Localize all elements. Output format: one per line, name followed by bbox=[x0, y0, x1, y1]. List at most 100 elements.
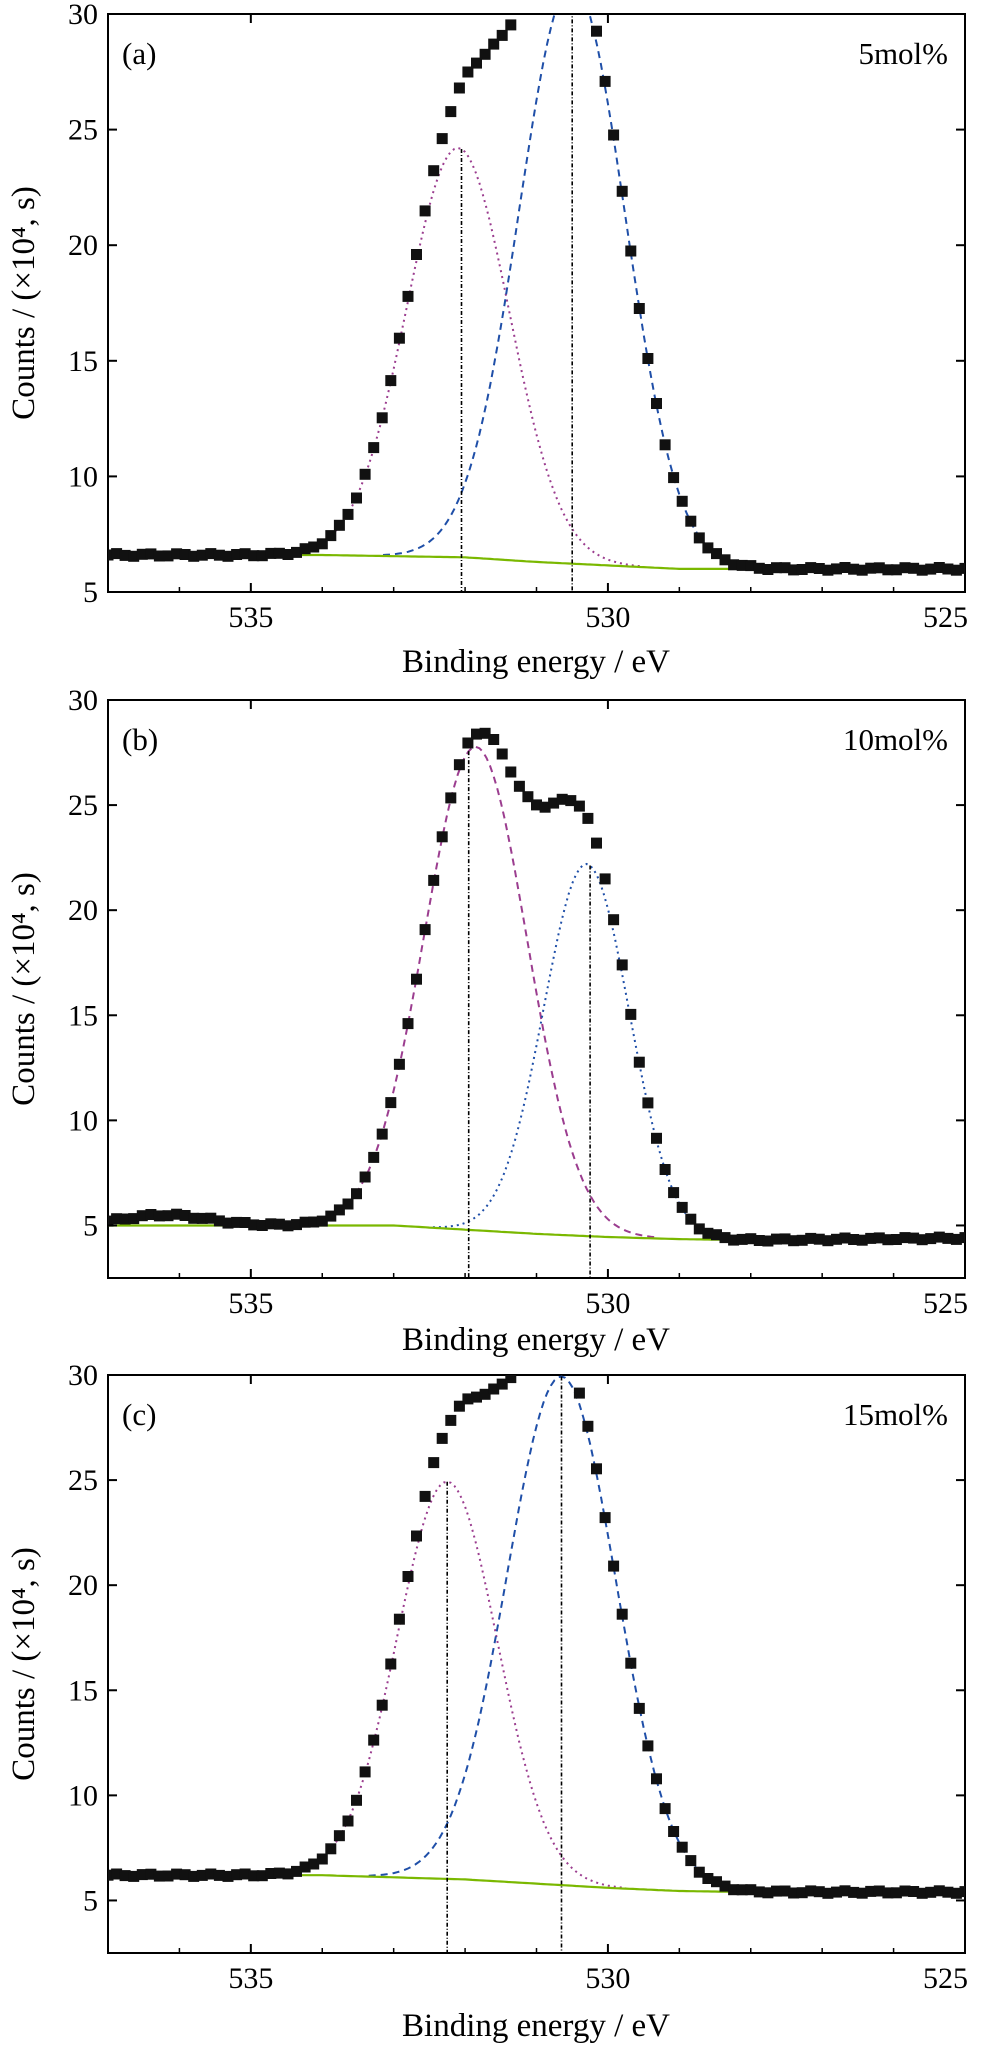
data-point bbox=[514, 1361, 525, 1372]
data-point bbox=[308, 541, 320, 553]
data-point bbox=[711, 1876, 722, 1888]
data-point bbox=[205, 1212, 217, 1224]
data-point bbox=[950, 1887, 962, 1899]
y-axis-title: Counts / (×10⁴, s) bbox=[6, 1547, 42, 1781]
data-point bbox=[831, 563, 842, 575]
data-point bbox=[556, 793, 568, 805]
x-tick-label: 530 bbox=[585, 601, 630, 634]
y-tick-label: 5 bbox=[83, 1884, 98, 1917]
data-point bbox=[453, 82, 465, 94]
data-point bbox=[788, 1235, 800, 1247]
data-point bbox=[685, 1213, 697, 1225]
data-point bbox=[702, 542, 714, 554]
data-point bbox=[779, 562, 791, 574]
data-point bbox=[633, 1056, 645, 1068]
data-point bbox=[599, 75, 611, 87]
data-point bbox=[839, 562, 851, 573]
x-axis-title: Binding energy / eV bbox=[402, 2008, 670, 2044]
data-point bbox=[736, 1884, 748, 1896]
data-point bbox=[402, 1571, 414, 1582]
data-point bbox=[950, 1233, 962, 1245]
y-tick-label: 5 bbox=[83, 1209, 98, 1242]
data-point bbox=[668, 1187, 680, 1199]
data-point bbox=[676, 495, 688, 507]
y-axis-title: Counts / (×10⁴, s) bbox=[6, 872, 42, 1106]
data-point bbox=[642, 1740, 654, 1752]
axes: 535 530 525 5 10 15 20 25 30 bbox=[68, 0, 968, 634]
data-point bbox=[796, 1234, 808, 1246]
data-point bbox=[496, 748, 508, 760]
data-point bbox=[436, 133, 448, 145]
data-point bbox=[248, 1870, 260, 1882]
data-point bbox=[308, 1858, 320, 1870]
data-point bbox=[908, 562, 920, 574]
data-point bbox=[479, 1388, 491, 1400]
data-point bbox=[128, 1213, 140, 1225]
data-point bbox=[771, 1233, 782, 1245]
data-point bbox=[925, 563, 937, 575]
data-point bbox=[651, 1773, 662, 1785]
data-point bbox=[453, 1400, 465, 1412]
data-point bbox=[428, 874, 440, 886]
data-point bbox=[222, 1870, 234, 1882]
data-point bbox=[419, 924, 431, 936]
data-point bbox=[488, 38, 500, 50]
data-point bbox=[942, 563, 954, 575]
data-point bbox=[291, 546, 302, 558]
data-point bbox=[273, 1218, 285, 1230]
plot-area bbox=[108, 1361, 965, 1953]
y-tick-label: 25 bbox=[68, 114, 98, 147]
component-peak-2 bbox=[432, 862, 741, 1241]
data-point bbox=[308, 1216, 320, 1228]
data-point bbox=[659, 439, 671, 451]
data-point bbox=[402, 1018, 414, 1030]
data-point bbox=[608, 1560, 620, 1572]
data-point bbox=[213, 1215, 225, 1227]
data-point bbox=[728, 559, 740, 571]
data-point bbox=[890, 1234, 902, 1245]
data-point bbox=[616, 1608, 628, 1620]
data-point bbox=[565, 1361, 576, 1372]
data-point bbox=[531, 799, 542, 811]
data-point bbox=[899, 1885, 911, 1897]
data-point bbox=[368, 1151, 380, 1163]
panel-a: 535 530 525 5 10 15 20 25 30 (a) 5mol% Binding e… bbox=[6, 0, 968, 680]
data-point bbox=[171, 1868, 183, 1880]
panel-label: (a) bbox=[122, 36, 156, 71]
y-tick-label: 15 bbox=[68, 345, 98, 378]
data-point bbox=[625, 1008, 637, 1020]
data-point bbox=[205, 1868, 217, 1880]
data-point bbox=[839, 1885, 851, 1897]
y-tick-label: 30 bbox=[68, 1359, 98, 1392]
x-axis-title: Binding energy / eV bbox=[402, 1322, 670, 1358]
data-point bbox=[856, 1887, 868, 1899]
data-point bbox=[514, 3, 525, 14]
data-point bbox=[196, 1869, 208, 1881]
data-point bbox=[959, 1886, 965, 1898]
data-point bbox=[462, 66, 474, 78]
data-point bbox=[291, 1865, 302, 1877]
x-tick-label: 535 bbox=[228, 1962, 273, 1995]
data-point bbox=[393, 1058, 405, 1070]
data-point bbox=[916, 1234, 928, 1246]
data-point bbox=[411, 249, 422, 260]
data-point bbox=[153, 1210, 165, 1222]
data-point bbox=[265, 1218, 277, 1230]
y-tick-label: 20 bbox=[68, 894, 98, 927]
data-point bbox=[145, 548, 157, 560]
data-point bbox=[462, 1393, 474, 1405]
data-point bbox=[805, 562, 817, 574]
data-point bbox=[402, 290, 414, 302]
data-point bbox=[213, 549, 225, 561]
data-point bbox=[608, 129, 620, 141]
data-point bbox=[128, 1870, 140, 1882]
data-point bbox=[856, 1234, 868, 1246]
data-point bbox=[393, 1613, 405, 1625]
data-point bbox=[351, 1188, 362, 1200]
data-point bbox=[299, 1861, 311, 1873]
data-point bbox=[882, 1234, 894, 1246]
data-point bbox=[822, 564, 834, 576]
data-point bbox=[351, 492, 362, 504]
data-point bbox=[119, 1870, 131, 1882]
data-point bbox=[376, 412, 388, 424]
